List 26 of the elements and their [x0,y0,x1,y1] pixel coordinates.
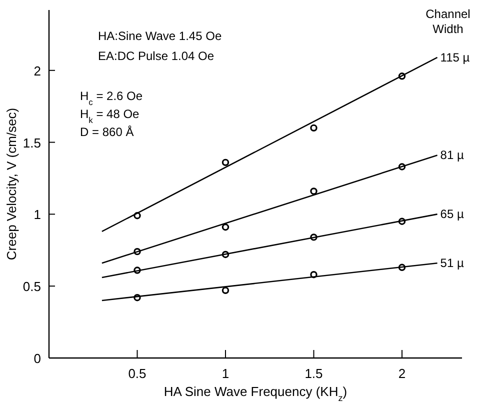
x-tick-label: 2 [398,366,406,381]
x-tick-label: 0.5 [128,366,146,381]
x-axis-title: HA Sine Wave Frequency (KH$_{z}$) [164,384,348,403]
annotation: H$_{k}$ = 48 Oe [80,107,140,125]
y-tick-label: 1 [34,207,41,222]
point [310,124,318,132]
series-label: 115 µ [440,50,470,64]
y-tick-label: 0 [34,351,41,366]
point [222,158,230,166]
y-tick-label: 1.5 [22,135,41,150]
x-tick-label: 1 [222,366,230,381]
y-tick-label: 2 [34,63,41,78]
point [222,224,230,231]
series-label: 65 µ [440,207,464,222]
legend-title: Channel Width [426,7,470,36]
annotation: HA:Sine Wave 1.45 Oe [98,29,222,43]
series-label: 81 µ [440,148,464,162]
y-tick-label: 0.5 [22,279,41,294]
annotation: EA:DC Pulse 1.04 Oe [98,49,214,63]
annotation: H$_{c}$ = 2.6 Oe [80,89,143,107]
annotation: D = 860 Å [80,125,134,139]
point [310,188,318,195]
x-tick-label: 1.5 [304,366,323,381]
point [222,286,230,294]
series-label: 51 µ [440,256,464,270]
y-axis-title: Creep Velocity, V (cm/sec) [4,108,19,260]
